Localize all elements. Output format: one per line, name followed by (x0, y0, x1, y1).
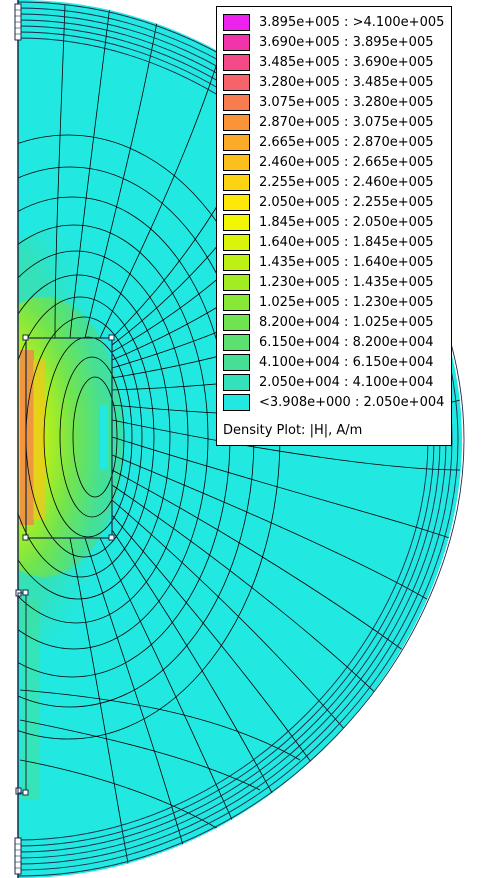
legend-swatch (223, 234, 250, 251)
legend-entry: 2.870e+005 : 3.075e+005 (223, 113, 447, 133)
legend-swatch (223, 34, 250, 51)
legend-label: 3.485e+005 : 3.690e+005 (259, 55, 434, 70)
legend-entry: 3.075e+005 : 3.280e+005 (223, 93, 447, 113)
legend-label: 2.050e+004 : 4.100e+004 (259, 375, 434, 390)
legend-label: 3.690e+005 : 3.895e+005 (259, 35, 434, 50)
legend-label: 6.150e+004 : 8.200e+004 (259, 335, 434, 350)
legend-label: 2.050e+005 : 2.255e+005 (259, 195, 434, 210)
legend-swatch (223, 54, 250, 71)
legend-swatch (223, 94, 250, 111)
lower-slot-nodes (22, 589, 29, 796)
magnet-outline (25, 337, 113, 539)
legend-swatch (223, 114, 250, 131)
legend-label: 1.435e+005 : 1.640e+005 (259, 255, 434, 270)
legend-label: 1.230e+005 : 1.435e+005 (259, 275, 434, 290)
legend-swatch (223, 154, 250, 171)
legend-label: 3.895e+005 : >4.100e+005 (259, 15, 445, 30)
legend-entry: 2.665e+005 : 2.870e+005 (223, 133, 447, 153)
legend-entry: 3.690e+005 : 3.895e+005 (223, 33, 447, 53)
magnet-corner-nodes (22, 334, 115, 541)
legend-swatch (223, 214, 250, 231)
legend-entry: 1.640e+005 : 1.845e+005 (223, 233, 447, 253)
legend-label: 2.255e+005 : 2.460e+005 (259, 175, 434, 190)
legend-swatch (223, 314, 250, 331)
legend-entry: 6.150e+004 : 8.200e+004 (223, 333, 447, 353)
legend-panel: 3.895e+005 : >4.100e+005 3.690e+005 : 3.8… (216, 6, 452, 446)
legend-label: 1.025e+005 : 1.230e+005 (259, 295, 434, 310)
legend-swatch (223, 274, 250, 291)
legend-entry: 1.435e+005 : 1.640e+005 (223, 253, 447, 273)
lower-slot-outline (17, 592, 27, 794)
axis-tick-lines (15, 9, 21, 869)
field-core-mid (33, 360, 45, 520)
legend-entry: 3.895e+005 : >4.100e+005 (223, 13, 447, 33)
legend-swatch (223, 374, 250, 391)
legend-label: 2.460e+005 : 2.665e+005 (259, 155, 434, 170)
legend-entry: 3.280e+005 : 3.485e+005 (223, 73, 447, 93)
legend-label: 1.845e+005 : 2.050e+005 (259, 215, 434, 230)
legend-swatch (223, 354, 250, 371)
legend-entry: 2.255e+005 : 2.460e+005 (223, 173, 447, 193)
legend-swatch (223, 194, 250, 211)
legend-label: 2.870e+005 : 3.075e+005 (259, 115, 434, 130)
legend-entry: 2.050e+004 : 4.100e+004 (223, 373, 447, 393)
legend-label: 3.075e+005 : 3.280e+005 (259, 95, 434, 110)
legend-label: 3.280e+005 : 3.485e+005 (259, 75, 434, 90)
legend-entry: 2.460e+005 : 2.665e+005 (223, 153, 447, 173)
legend-swatch (223, 134, 250, 151)
field-inner-slot (100, 405, 108, 470)
field-lower-strip (22, 600, 40, 800)
legend-entry: 1.025e+005 : 1.230e+005 (223, 293, 447, 313)
legend-entry: 1.230e+005 : 1.435e+005 (223, 273, 447, 293)
legend-title: Density Plot: |H|, A/m (223, 423, 363, 438)
legend-swatch (223, 294, 250, 311)
legend-entry: 1.845e+005 : 2.050e+005 (223, 213, 447, 233)
legend-swatch (223, 14, 250, 31)
legend-swatch (223, 254, 250, 271)
legend-entry: 8.200e+004 : 1.025e+005 (223, 313, 447, 333)
legend-label: 8.200e+004 : 1.025e+005 (259, 315, 434, 330)
legend-label: 2.665e+005 : 2.870e+005 (259, 135, 434, 150)
legend-entry: 3.485e+005 : 3.690e+005 (223, 53, 447, 73)
field-core-edge (20, 350, 34, 525)
legend-swatch (223, 174, 250, 191)
legend-swatch (223, 74, 250, 91)
legend-entry: 4.100e+004 : 6.150e+004 (223, 353, 447, 373)
legend-entry: <3.908e+000 : 2.050e+004 (223, 393, 447, 413)
legend-swatch (223, 394, 250, 411)
legend-label: <3.908e+000 : 2.050e+004 (259, 395, 445, 410)
legend-label: 4.100e+004 : 6.150e+004 (259, 355, 434, 370)
legend-swatch (223, 334, 250, 351)
legend-label: 1.640e+005 : 1.845e+005 (259, 235, 434, 250)
legend-entry: 2.050e+005 : 2.255e+005 (223, 193, 447, 213)
